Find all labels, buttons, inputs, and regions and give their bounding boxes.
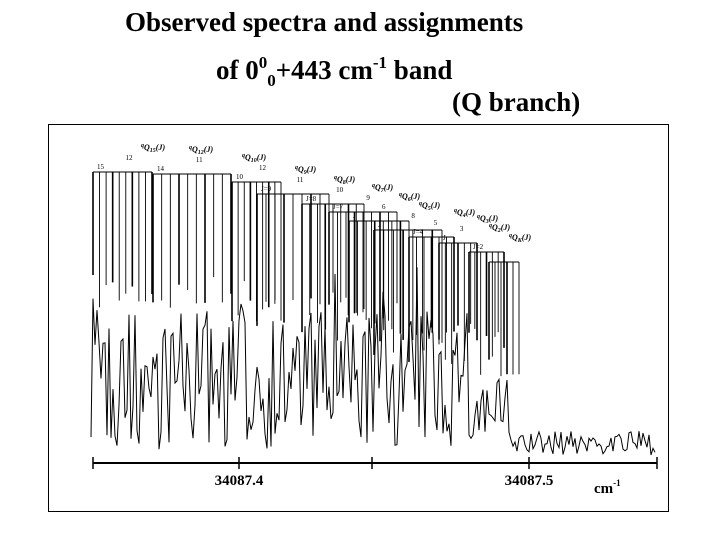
branch-label: qQ9(J) — [295, 165, 316, 176]
j-label: 9 — [366, 194, 370, 202]
branch-label: qQ5(J) — [419, 201, 440, 212]
x-axis: 34087.4 34087.5 cm-1 — [92, 457, 658, 497]
j-label: 14 — [157, 165, 165, 173]
title-line-3: (Q branch) — [452, 87, 581, 117]
ladder-10 — [438, 242, 478, 364]
spectrum-figure: qQ15(J) 15 12 qQ12(J) 14 11 qQ10(J) 10 12 qQ9(J) J… — [48, 124, 669, 512]
j-label: 10 — [236, 173, 244, 181]
branch-label: qQ3(J) — [477, 214, 498, 225]
ladder-11 — [468, 251, 505, 375]
tick-label: 34087.5 — [505, 473, 554, 489]
branch-label: qQ7(J) — [372, 183, 393, 194]
j-label: 12 — [259, 164, 267, 172]
x-unit-label: cm-1 — [594, 478, 621, 497]
title-sub: 0 — [267, 71, 276, 90]
title-exp: -1 — [372, 53, 388, 72]
j-label: J=7 — [333, 203, 344, 211]
j-label: J=4 — [413, 228, 424, 236]
title-band: band — [387, 55, 453, 85]
branch-label: qQ2(J) — [489, 223, 510, 234]
j-label: J — [353, 212, 356, 220]
branch-label: qQ10(J) — [242, 153, 266, 164]
j-label: 15 — [97, 163, 105, 171]
title-mid: +443 cm — [275, 55, 373, 85]
branch-label: qQ6(J) — [399, 192, 420, 203]
ladder-4 — [256, 193, 330, 326]
j-label: 11 — [297, 176, 304, 184]
ladder-2 — [152, 173, 232, 308]
j-label: J — [443, 234, 446, 242]
j-label: J=9 — [261, 185, 272, 193]
j-label: 5 — [434, 219, 438, 227]
spectrum-plot: qQ15(J) 15 12 qQ12(J) 14 11 qQ10(J) 10 12 qQ9(J) J… — [90, 143, 658, 497]
ladder-6 — [328, 211, 398, 342]
assignment-labels: qQ15(J) 15 12 qQ12(J) 14 11 qQ10(J) 10 12 qQ9(J) J… — [97, 143, 531, 251]
ladder-5 — [301, 203, 365, 333]
branch-label: qQK(J) — [509, 233, 531, 244]
j-label: 12 — [125, 154, 133, 162]
ladder-12 — [488, 261, 520, 377]
j-label: J — [378, 221, 381, 229]
assignment-ladders — [92, 171, 520, 377]
title-line-1: Observed spectra and assignments — [125, 7, 524, 37]
branch-label: qQ4(J) — [454, 208, 475, 219]
ladder-7 — [348, 220, 410, 334]
j-label: 3 — [460, 225, 464, 233]
j-label: J=2 — [473, 243, 484, 251]
j-label: 10 — [336, 186, 344, 194]
title-sup: 0 — [258, 53, 268, 72]
tick-label: 34087.4 — [215, 473, 264, 489]
spectrum-trace — [90, 267, 656, 456]
title-of: of 0 — [216, 55, 259, 85]
j-label: 8 — [411, 212, 415, 220]
branch-label: qQ8(J) — [334, 175, 355, 186]
j-label: 11 — [196, 156, 203, 164]
ladder-1 — [92, 171, 153, 308]
j-label: 6 — [382, 203, 386, 211]
title-line-2: of 000+443 cm-1 band — [216, 46, 452, 97]
branch-label: qQ15(J) — [141, 143, 165, 154]
j-label: J=8 — [306, 195, 317, 203]
branch-label: qQ12(J) — [189, 145, 213, 156]
